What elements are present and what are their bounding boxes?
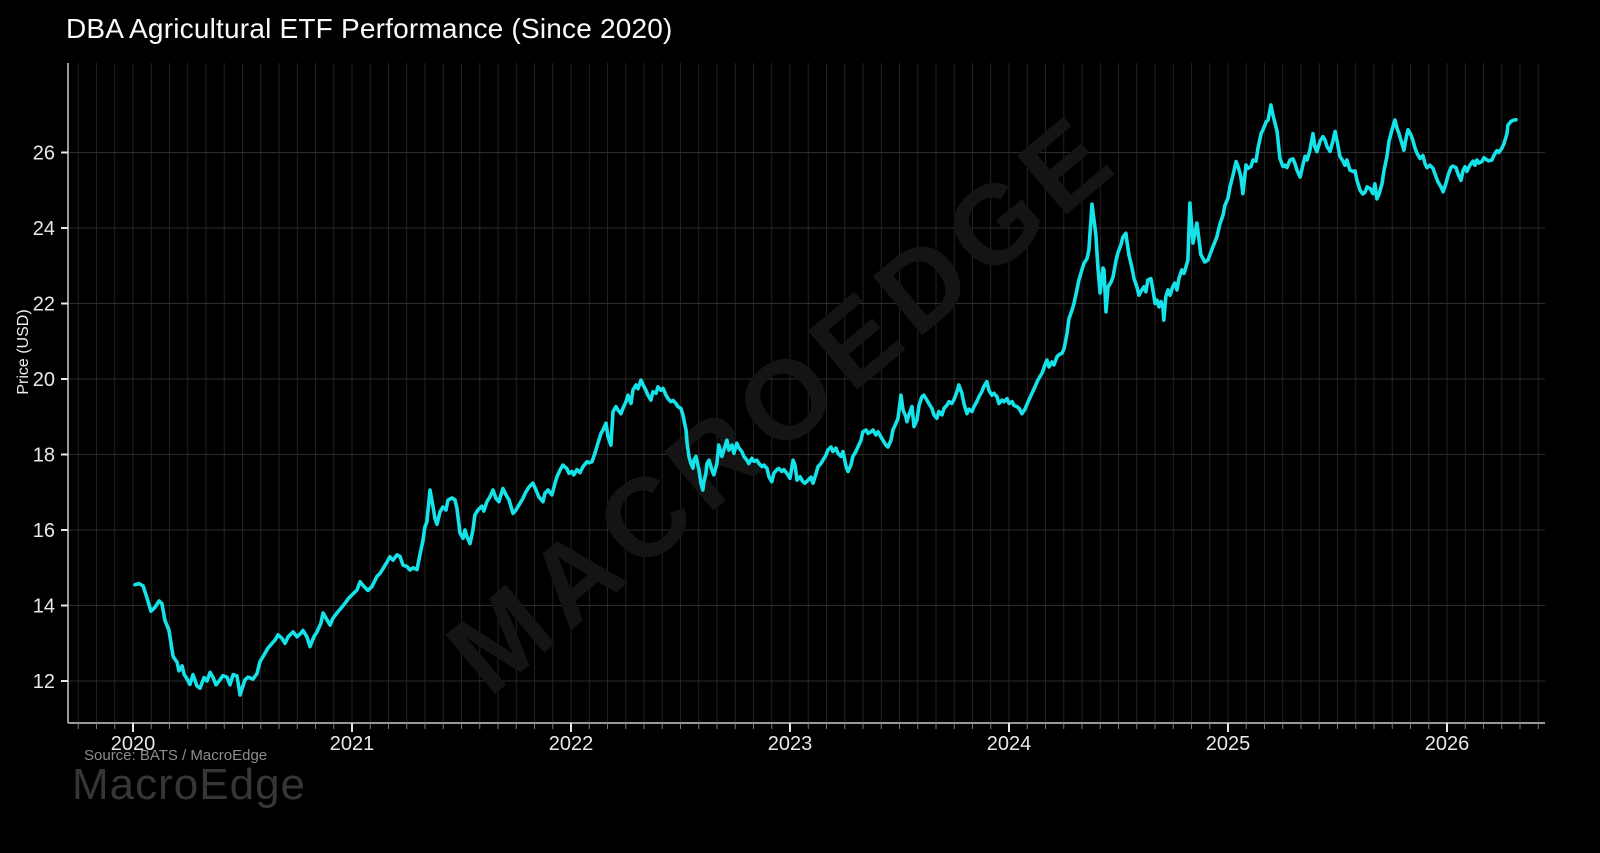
y-tick-label: 20	[33, 369, 55, 391]
source-note: Source: BATS / MacroEdge	[84, 747, 268, 764]
y-tick-label: 22	[33, 294, 55, 316]
y-tick-label: 24	[33, 218, 55, 240]
x-tick-label: 2024	[987, 733, 1032, 755]
price-line	[133, 103, 1518, 697]
x-tick-label: 2020	[111, 733, 156, 755]
corner-watermark-logo: MacroEdge	[72, 760, 307, 809]
chart-title: DBA Agricultural ETF Performance (Since …	[66, 13, 673, 44]
y-tick-label: 14	[33, 596, 55, 618]
x-tick-label: 2026	[1425, 733, 1470, 755]
x-tick-label: 2022	[549, 733, 594, 755]
diagonal-watermark: MACROEDGE	[424, 88, 1141, 718]
y-tick-label: 26	[33, 143, 55, 165]
x-tick-label: 2021	[330, 733, 375, 755]
y-tick-label: 16	[33, 520, 55, 542]
y-tick-label: 12	[33, 671, 55, 693]
x-tick-label: 2025	[1206, 733, 1251, 755]
y-tick-label: 18	[33, 445, 55, 467]
x-tick-label: 2023	[768, 733, 813, 755]
y-axis-title: Price (USD)	[15, 309, 32, 395]
